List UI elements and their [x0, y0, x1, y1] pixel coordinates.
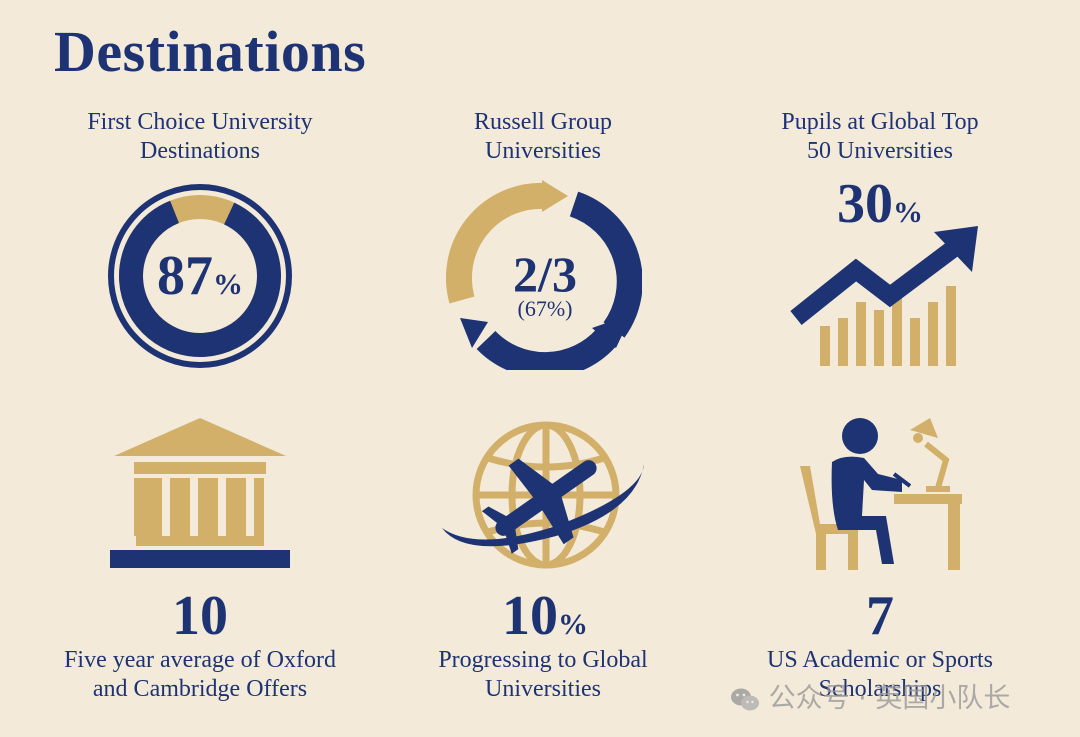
- stat-label-global: Progressing to Global Universities: [383, 646, 703, 704]
- stat-label-line: Destinations: [140, 138, 260, 164]
- stat-label-line: Scholarships: [818, 676, 942, 702]
- stat-label-russell-group: Russell Group Universities: [383, 108, 703, 166]
- stat-number: 87: [157, 245, 213, 307]
- stat-number: 30: [837, 173, 893, 235]
- university-building-icon: [110, 418, 290, 568]
- wechat-icon: [731, 688, 759, 710]
- stat-value-us-scholarships: 7: [866, 585, 894, 647]
- watermark-text: 公众号 · 英国小队长: [768, 683, 1011, 714]
- page-title: Destinations: [54, 19, 367, 84]
- stat-label-line: US Academic or Sports: [767, 647, 993, 673]
- growth-chart-icon: [790, 226, 978, 366]
- stat-label-oxbridge: Five year average of Oxford and Cambridg…: [40, 646, 360, 704]
- stat-number: 10: [502, 585, 558, 647]
- watermark: 公众号 · 英国小队长: [730, 676, 1010, 715]
- student-desk-icon: [800, 418, 962, 570]
- progress-ring-icon: [108, 184, 292, 368]
- stat-label-line: First Choice University: [87, 109, 313, 135]
- stat-label-line: Russell Group: [474, 109, 612, 135]
- stat-label-line: 50 Universities: [807, 138, 953, 164]
- stat-label-line: Pupils at Global Top: [781, 109, 979, 135]
- stat-value-global: 10%: [470, 588, 620, 653]
- stat-unit: %: [213, 268, 243, 301]
- stat-label-first-choice: First Choice University Destinations: [40, 108, 360, 166]
- stat-value-first-choice: 87%: [140, 248, 260, 313]
- stat-label-line: Five year average of Oxford: [64, 647, 336, 673]
- stat-value-russell-group: 2/3: [513, 246, 577, 302]
- stat-label-line: Universities: [485, 138, 601, 164]
- stat-unit: %: [558, 608, 588, 641]
- stat-label-global-top-50: Pupils at Global Top 50 Universities: [720, 108, 1040, 166]
- stat-unit: %: [893, 196, 923, 229]
- stat-label-line: and Cambridge Offers: [92, 676, 308, 702]
- stat-value-global-top-50: 30%: [820, 176, 940, 241]
- stat-label-us-scholarships: US Academic or Sports Scholarships: [720, 646, 1040, 704]
- stat-subvalue-russell-group: (67%): [517, 296, 573, 321]
- stat-label-line: Progressing to Global: [438, 647, 648, 673]
- circular-arrows-icon: [446, 180, 642, 370]
- stat-value-oxbridge: 10: [172, 585, 228, 647]
- stat-label-line: Universities: [485, 676, 601, 702]
- globe-airplane-icon: [442, 421, 644, 569]
